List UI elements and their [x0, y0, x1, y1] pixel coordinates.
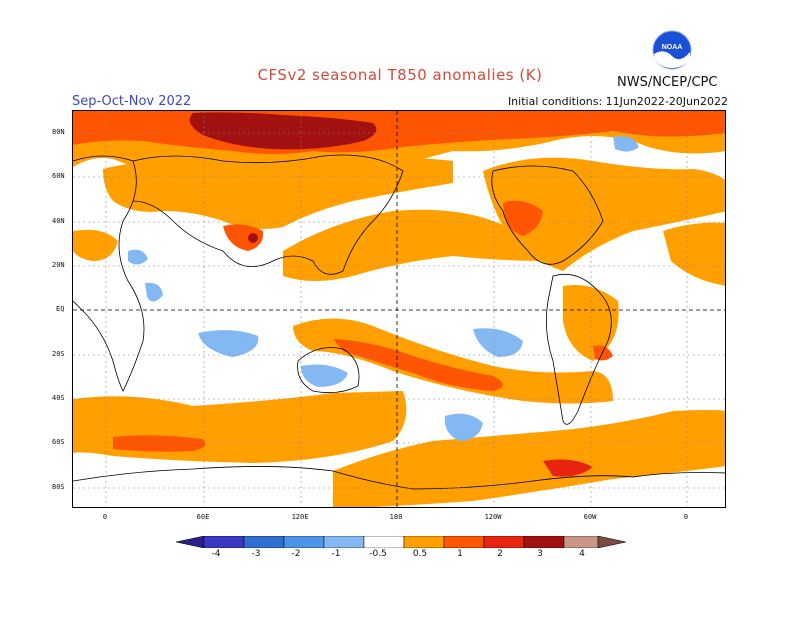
- anomaly-blob-brazil-red: [593, 345, 613, 361]
- colorbar-label-4: 4: [579, 549, 585, 559]
- colorbar-label-2: 2: [497, 549, 503, 559]
- anomaly-blob-us: [503, 200, 543, 236]
- lon-label-120w: 120W: [484, 513, 502, 521]
- anomaly-band-north-america: [483, 157, 725, 271]
- lat-label-20s: 20S: [52, 350, 65, 358]
- colorbar-bin-1-2: [443, 536, 485, 548]
- colorbar-label-neg05: -0.5: [369, 549, 387, 559]
- colorbar-bin-neutral: [363, 536, 405, 548]
- anomaly-blob-south-pacific-red: [333, 339, 503, 391]
- graticule: [73, 111, 725, 507]
- lat-label-60s: 60S: [52, 438, 65, 446]
- anomaly-blob-atlantic-east: [663, 222, 725, 286]
- lon-label-180: 180: [389, 513, 403, 521]
- colorbar-arrow-low: [176, 536, 205, 548]
- cold-blob-indian-ocean: [198, 330, 259, 357]
- chart-title: CFSv2 seasonal T850 anomalies (K): [257, 66, 543, 84]
- noaa-logo-text: NOAA: [662, 44, 683, 51]
- colorbar-bin-2-3: [483, 536, 525, 548]
- noaa-logo-icon: NOAA: [652, 30, 692, 70]
- period-label: Sep-Oct-Nov 2022: [72, 94, 192, 109]
- colorbar-bin-neg2-neg1: [283, 536, 325, 548]
- colorbar-label-05: 0.5: [412, 549, 428, 559]
- anomaly-band-southern-ocean: [73, 391, 407, 463]
- agency-label: NWS/NCEP/CPC: [617, 75, 718, 90]
- colorbar-label-neg1: -1: [331, 549, 341, 559]
- cold-blob-australia: [301, 364, 348, 387]
- anomaly-core-india: [248, 233, 258, 243]
- lat-label-80n: 80N: [52, 128, 65, 136]
- colorbar-label-3: 3: [537, 549, 543, 559]
- lat-label-40n: 40N: [52, 217, 65, 225]
- colorbar-bin-neg1-neg05: [323, 536, 365, 548]
- anomaly-map: [72, 110, 726, 508]
- colorbar-bin-neg3-neg2: [243, 536, 285, 548]
- anomaly-band-north-pacific: [283, 209, 543, 281]
- anomaly-blob-southern-red-west: [113, 435, 206, 452]
- colorbar-bin-05-1: [403, 536, 445, 548]
- colorbar-bin-neg4-neg3: [203, 536, 245, 548]
- anomaly-blob-india: [223, 224, 264, 251]
- colorbar-label-neg3: -3: [251, 549, 261, 559]
- lat-label-40s: 40S: [52, 394, 65, 402]
- cold-blob-greenland: [613, 136, 639, 152]
- colorbar-label-neg4: -4: [211, 549, 221, 559]
- colorbar: [176, 536, 626, 548]
- anomaly-band-eurasia: [103, 158, 453, 229]
- cold-blob-east-pacific: [473, 328, 523, 357]
- lat-label-60n: 60N: [52, 172, 65, 180]
- colorbar-bin-3-4: [523, 536, 565, 548]
- lat-label-80s: 80S: [52, 483, 65, 491]
- anomaly-blob-siberia: [189, 112, 377, 150]
- initial-conditions-label: Initial conditions: 11Jun2022-20Jun2022: [507, 95, 728, 108]
- colorbar-label-1: 1: [457, 549, 463, 559]
- lon-label-120e: 120E: [291, 513, 309, 521]
- colorbar-bin-4-5: [563, 536, 599, 548]
- cold-blob-southern-pacific: [444, 413, 483, 441]
- anomaly-band-southern-ocean-east: [333, 410, 725, 507]
- lon-label-60e: 60E: [196, 513, 210, 521]
- anomaly-band-south-pacific: [293, 318, 613, 404]
- cold-blob-east-africa: [145, 282, 163, 302]
- colorbar-arrow-high: [597, 536, 626, 548]
- coastlines: [73, 154, 725, 490]
- lon-label-0-west: 0: [102, 513, 108, 521]
- anomaly-blob-africa-west: [73, 229, 118, 261]
- lon-label-0-east: 0: [683, 513, 689, 521]
- lon-label-60w: 60W: [583, 513, 597, 521]
- lat-label-eq: EQ: [56, 305, 65, 313]
- anomaly-blob-antarctic-red: [543, 459, 593, 477]
- lat-label-20n: 20N: [52, 261, 65, 269]
- cold-blob-west-africa: [128, 249, 148, 265]
- colorbar-label-neg2: -2: [291, 549, 301, 559]
